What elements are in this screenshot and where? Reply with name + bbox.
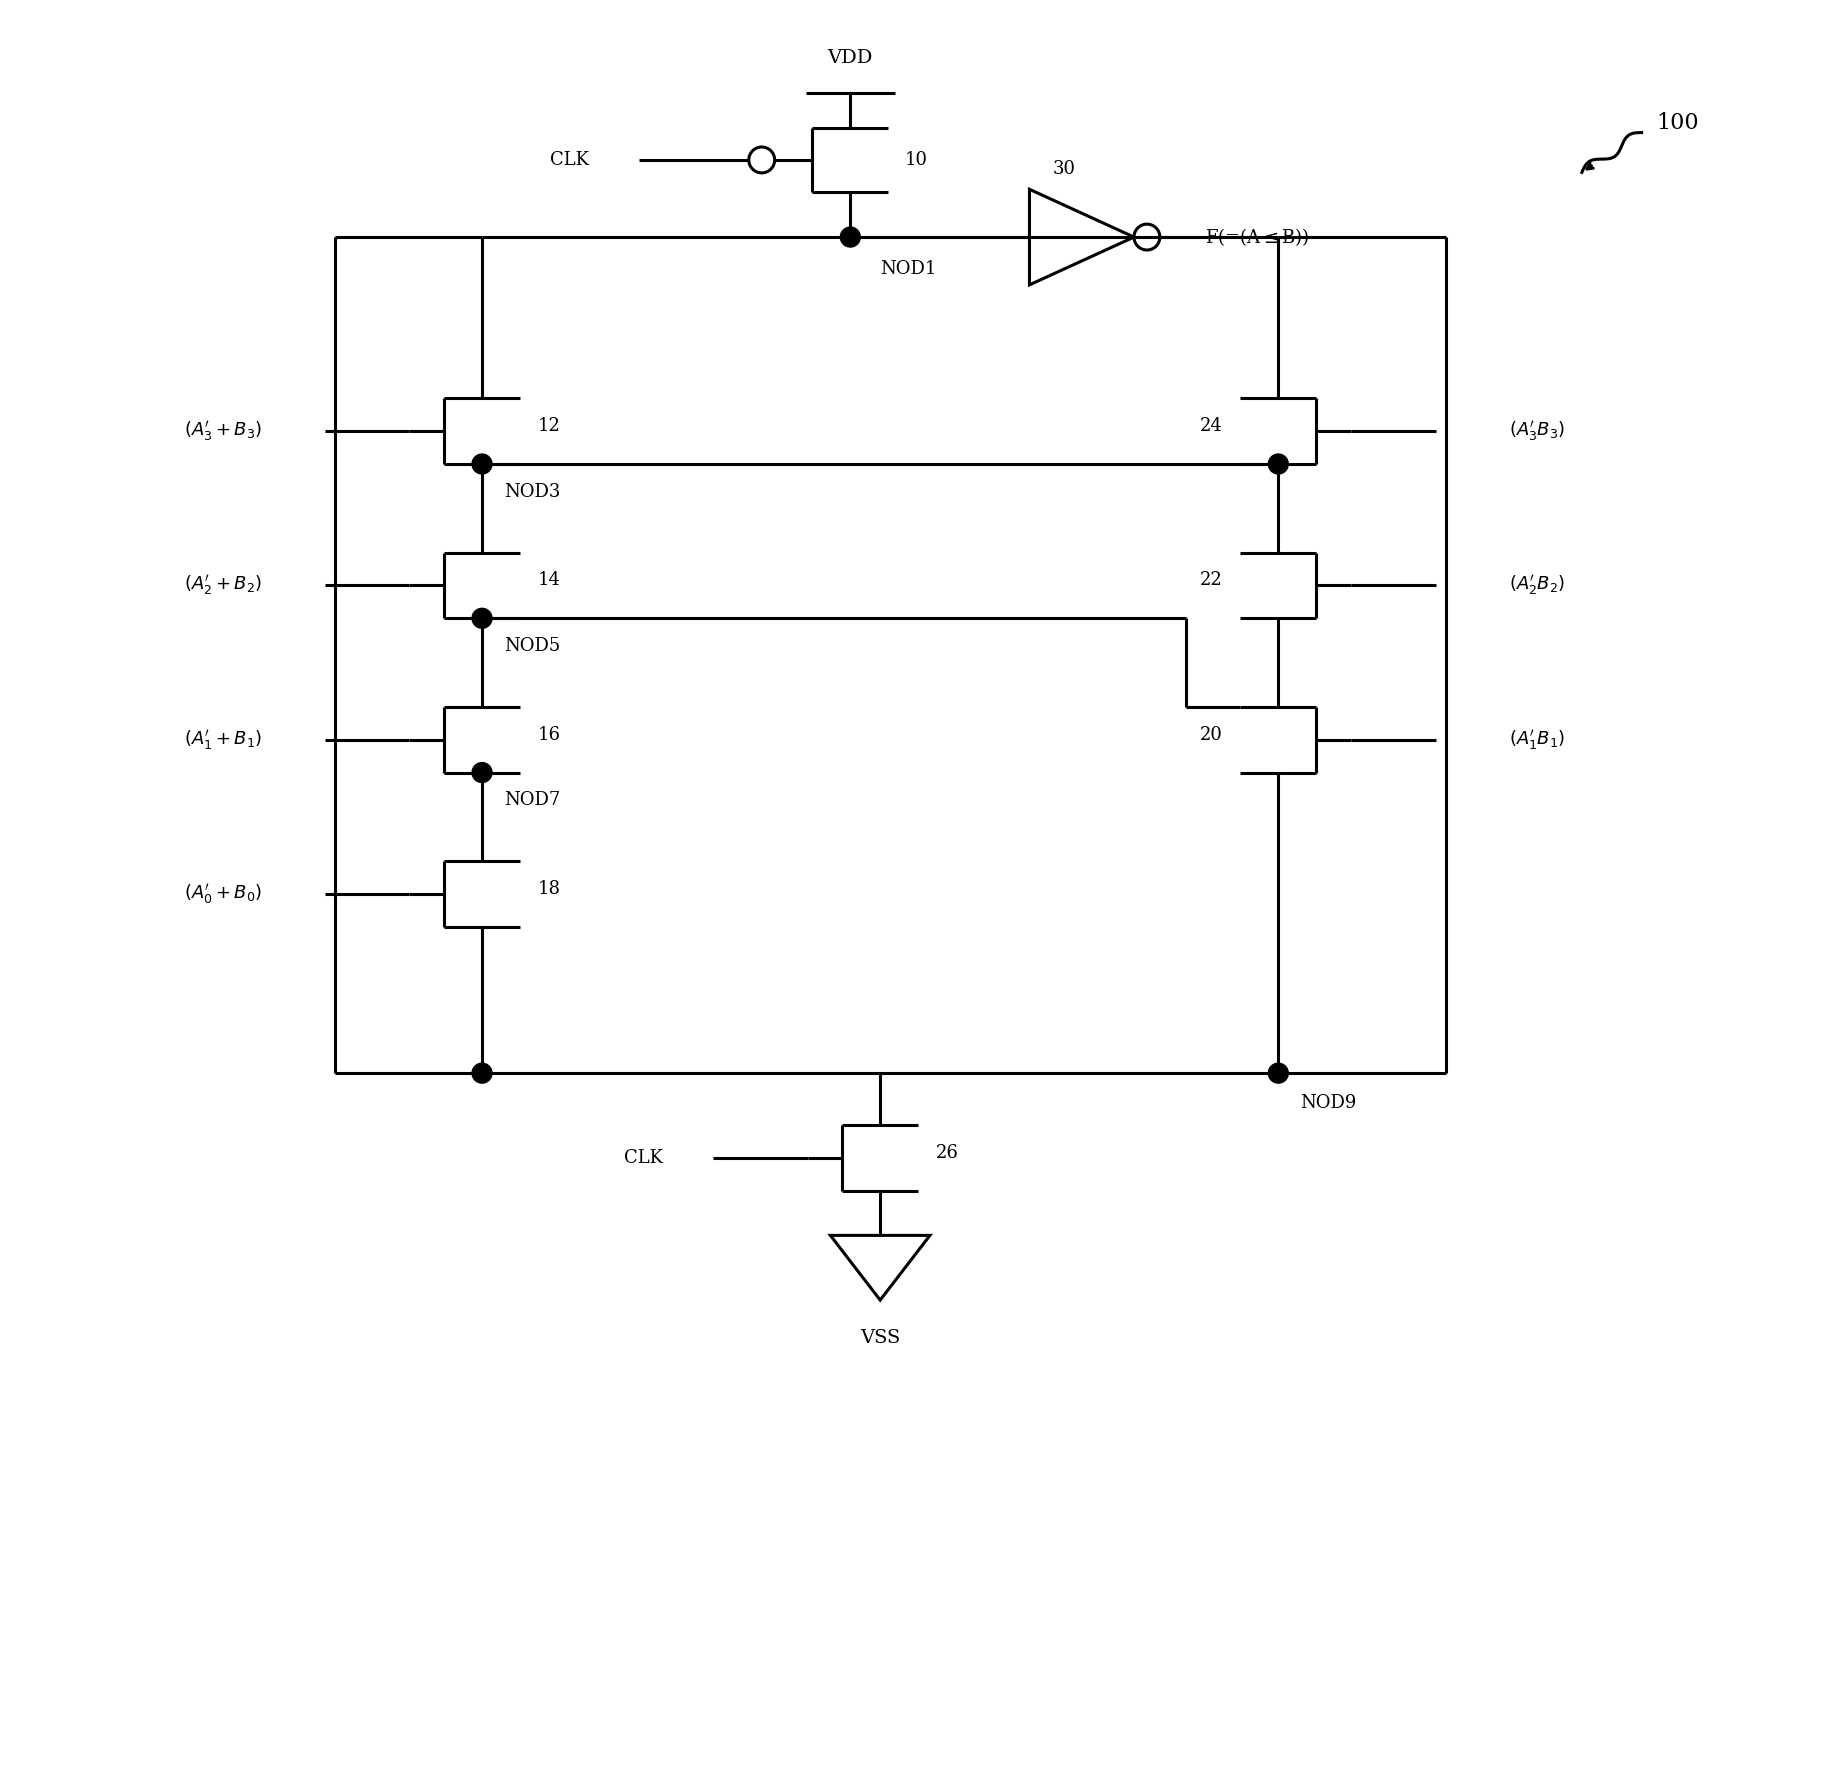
Text: $(A_2'+B_2)$: $(A_2'+B_2)$ xyxy=(183,573,262,598)
Text: 30: 30 xyxy=(1052,161,1075,178)
Text: 20: 20 xyxy=(1198,726,1222,744)
Text: $(A_0'+B_0)$: $(A_0'+B_0)$ xyxy=(183,881,262,906)
Text: 26: 26 xyxy=(936,1144,958,1161)
Circle shape xyxy=(1268,1063,1288,1083)
Text: $(A_1'+B_1)$: $(A_1'+B_1)$ xyxy=(183,728,262,751)
Text: NOD7: NOD7 xyxy=(504,792,561,810)
Text: 22: 22 xyxy=(1200,571,1222,589)
Text: F(=(A$\leq$B)): F(=(A$\leq$B)) xyxy=(1204,227,1308,248)
Text: 14: 14 xyxy=(537,571,561,589)
Text: NOD3: NOD3 xyxy=(504,483,561,501)
Circle shape xyxy=(839,227,859,246)
Circle shape xyxy=(473,608,491,628)
Text: $(A_3'B_3)$: $(A_3'B_3)$ xyxy=(1508,419,1565,442)
Text: $(A_2'B_2)$: $(A_2'B_2)$ xyxy=(1508,573,1565,598)
Text: 16: 16 xyxy=(537,726,561,744)
Text: CLK: CLK xyxy=(550,152,588,169)
Text: NOD9: NOD9 xyxy=(1299,1094,1356,1111)
Text: 18: 18 xyxy=(537,880,561,897)
Text: $(A_3'+B_3)$: $(A_3'+B_3)$ xyxy=(183,419,262,442)
Circle shape xyxy=(1268,455,1288,475)
Circle shape xyxy=(473,455,491,475)
Text: 12: 12 xyxy=(537,417,561,435)
Text: NOD1: NOD1 xyxy=(879,260,936,278)
Text: CLK: CLK xyxy=(623,1149,663,1167)
Text: 10: 10 xyxy=(905,152,927,169)
Circle shape xyxy=(473,762,491,783)
Circle shape xyxy=(473,1063,491,1083)
Text: 100: 100 xyxy=(1656,112,1698,134)
Text: NOD5: NOD5 xyxy=(504,637,561,655)
Text: VSS: VSS xyxy=(859,1329,900,1347)
Text: VDD: VDD xyxy=(828,48,872,68)
Text: 24: 24 xyxy=(1200,417,1222,435)
Text: $(A_1'B_1)$: $(A_1'B_1)$ xyxy=(1508,728,1565,751)
